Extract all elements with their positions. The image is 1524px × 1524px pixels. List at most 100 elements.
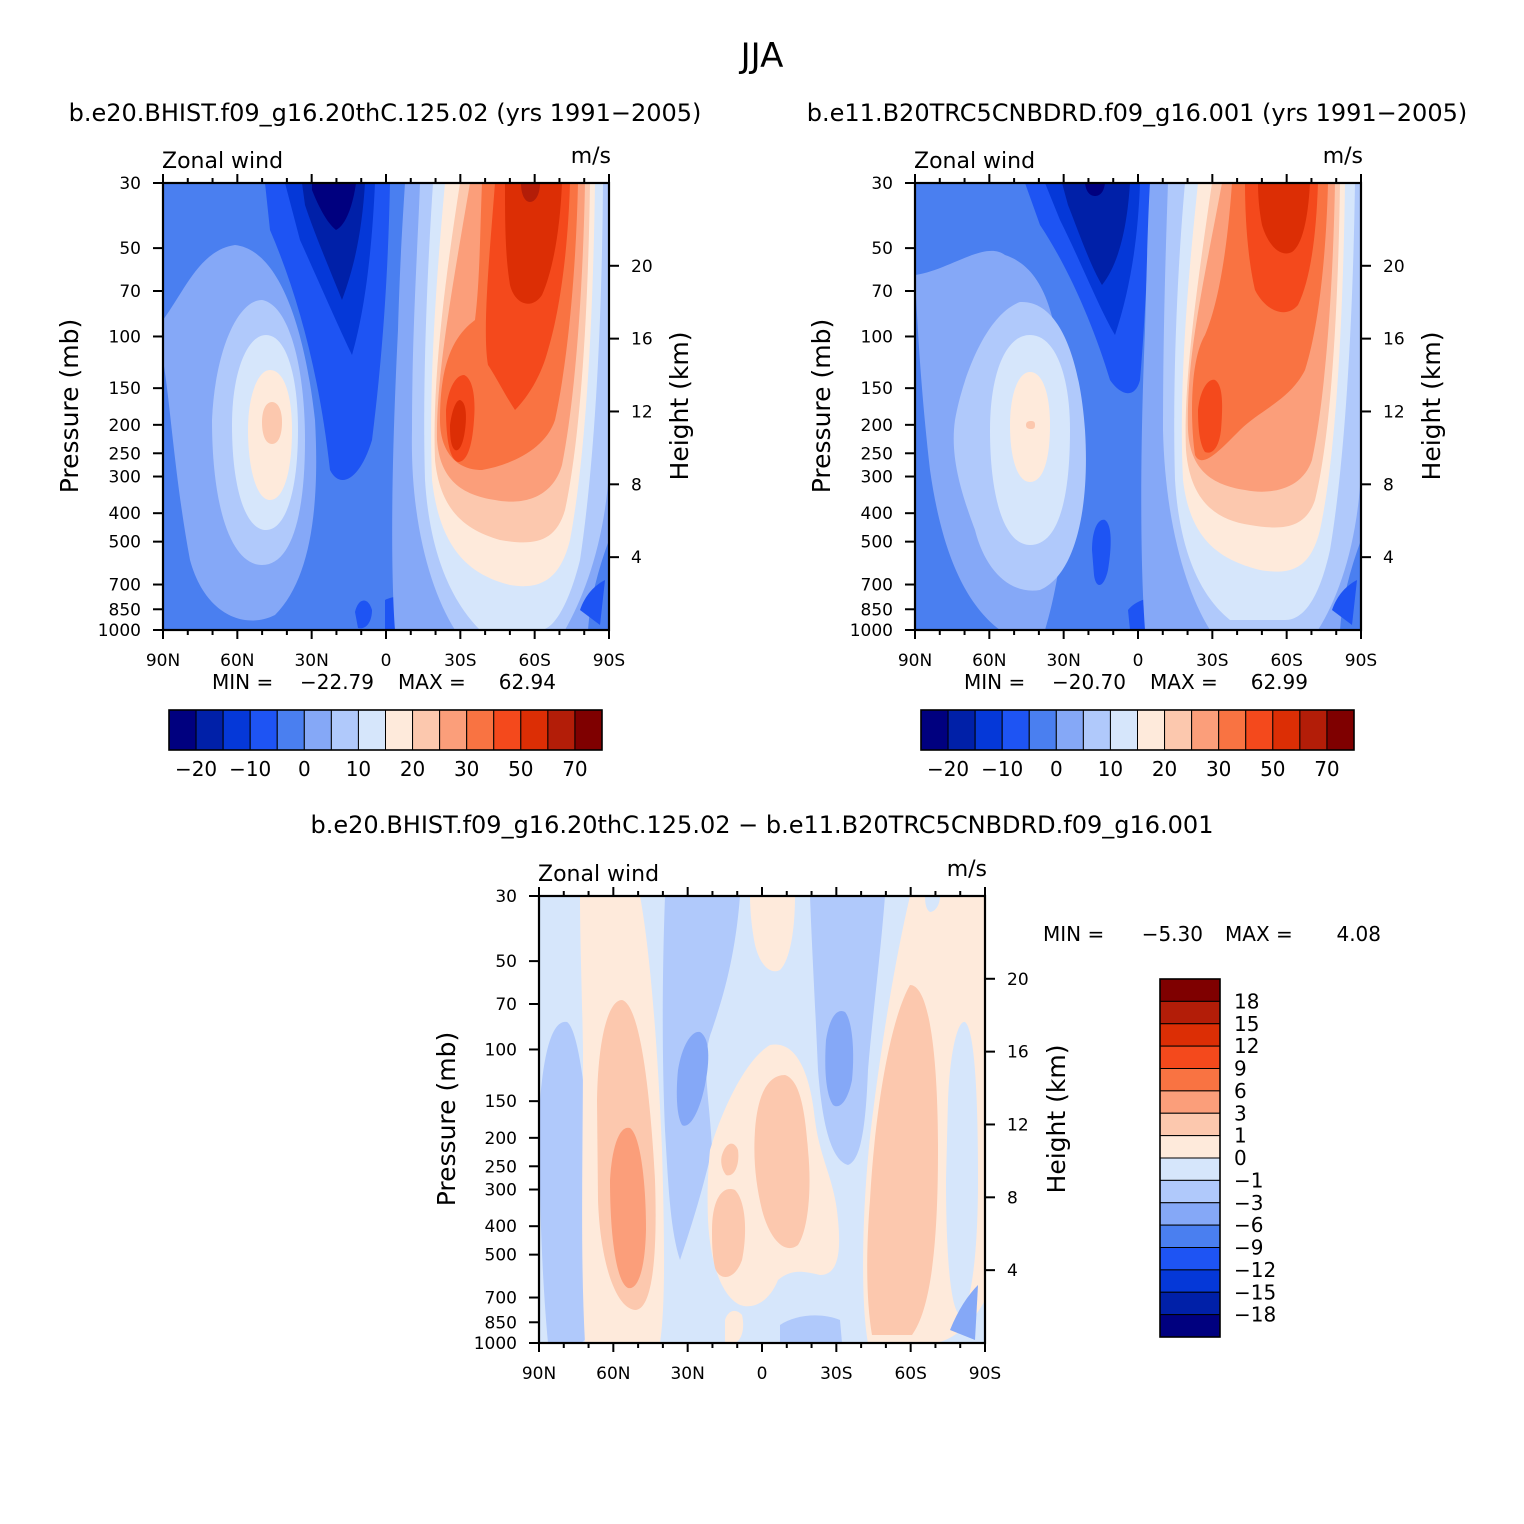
y-tick-label: 850 <box>485 1313 517 1333</box>
y-tick-label: 300 <box>109 468 141 488</box>
contour-fill <box>825 1010 854 1107</box>
contour-fill <box>950 1285 978 1340</box>
colorbar-box <box>1159 1112 1221 1137</box>
y-tick-label: 150 <box>485 1092 517 1112</box>
colorbar-box <box>1191 709 1220 751</box>
colorbar-box <box>412 709 441 751</box>
panel-2-ylabel-right: Height (km) <box>1417 332 1446 481</box>
y-tick-label: 400 <box>861 504 893 524</box>
colorbar-box <box>1272 709 1301 751</box>
colorbar-box <box>1109 709 1138 751</box>
colorbar-label: −20 <box>175 757 217 781</box>
colorbar-box <box>1159 1247 1221 1271</box>
y-tick-label: 500 <box>109 533 141 553</box>
y-tick-label: 70 <box>119 282 141 302</box>
colorbar-box <box>249 709 278 751</box>
colorbar-label: −20 <box>927 757 969 781</box>
x-tick-label: 60S <box>894 1364 926 1384</box>
y-tick-label: 850 <box>109 600 141 620</box>
colorbar-box <box>439 709 468 751</box>
colorbar-label: 12 <box>1234 1034 1259 1058</box>
y-tick-label: 250 <box>861 444 893 464</box>
x-tick-label: 90S <box>593 651 625 671</box>
colorbar-box <box>1159 1179 1221 1204</box>
contour-fill <box>750 896 795 972</box>
x-tick-label: 90N <box>146 651 180 671</box>
colorbar-box <box>1159 1045 1221 1069</box>
figure-title: JJA <box>739 36 784 76</box>
panel-1: b.e20.BHIST.f09_g16.20thC.125.02 (yrs 19… <box>55 99 701 781</box>
y-tick-label: 300 <box>861 468 893 488</box>
colorbar-box <box>1164 709 1193 751</box>
contour-fill <box>925 896 940 912</box>
y-tick-label: 200 <box>485 1129 517 1149</box>
y-tick-label: 30 <box>495 887 517 907</box>
colorbar-box <box>974 709 1003 751</box>
y-tick-label: 50 <box>119 239 141 259</box>
panel-1-colorbar: −20 −10 0 10 20 30 50 70 <box>168 709 603 781</box>
colorbar-box <box>303 709 332 751</box>
y-right-tick-label: 16 <box>1007 1043 1029 1063</box>
colorbar-box <box>1028 709 1057 751</box>
contour-fill <box>1092 519 1111 586</box>
colorbar-label: 20 <box>400 757 425 781</box>
x-tick-label: 0 <box>757 1364 768 1384</box>
colorbar-label: 0 <box>298 757 311 781</box>
x-tick-label: 30S <box>820 1364 852 1384</box>
colorbar-box <box>1159 1291 1221 1316</box>
contour-fill <box>450 400 466 451</box>
colorbar-label: −3 <box>1234 1191 1263 1215</box>
colorbar-box <box>466 709 495 751</box>
contour-fill <box>1085 183 1105 196</box>
contour-fill <box>262 402 282 444</box>
colorbar-box <box>1159 1202 1221 1226</box>
colorbar-box <box>520 709 549 751</box>
panel-2-max-value: 62.99 <box>1251 670 1308 694</box>
colorbar-box <box>920 709 949 751</box>
y-tick-label: 500 <box>485 1246 517 1266</box>
colorbar-label: 0 <box>1050 757 1063 781</box>
colorbar-box <box>1159 978 1221 1002</box>
colorbar-box <box>1218 709 1247 751</box>
x-tick-label: 30N <box>294 651 328 671</box>
colorbar-label: −10 <box>229 757 271 781</box>
contour-fill <box>1062 183 1130 285</box>
x-tick-label: 60N <box>596 1364 630 1384</box>
y-tick-label: 70 <box>871 282 893 302</box>
y-right-tick-label: 8 <box>1383 475 1394 495</box>
contour-fill <box>312 183 356 230</box>
panel-2-title: b.e11.B20TRC5CNBDRD.f09_g16.001 (yrs 199… <box>807 99 1467 127</box>
panel-1-units: m/s <box>571 144 611 169</box>
colorbar-box <box>1082 709 1111 751</box>
colorbar-label: −15 <box>1234 1280 1276 1304</box>
colorbar-label: 10 <box>346 757 371 781</box>
y-tick-label: 700 <box>109 576 141 596</box>
contour-fill <box>521 183 540 202</box>
colorbar-box <box>1055 709 1084 751</box>
x-tick-label: 60N <box>972 651 1006 671</box>
colorbar-box <box>1159 1000 1221 1025</box>
panel-2-axes: 90N 60N 30N 0 30S 60S 90S 30 50 70 100 150 200 250 300… <box>850 174 1405 671</box>
panel-2-min-label: MIN = <box>964 670 1025 694</box>
colorbar-box <box>1159 1090 1221 1114</box>
y-tick-label: 30 <box>119 174 141 194</box>
colorbar-box <box>574 709 603 751</box>
colorbar-box <box>1159 1224 1221 1248</box>
y-right-tick-label: 12 <box>631 402 653 422</box>
contour-fill <box>725 1310 744 1343</box>
colorbar-box <box>168 709 197 751</box>
y-tick-label: 1000 <box>474 1334 517 1354</box>
colorbar-box <box>1159 1135 1221 1159</box>
panel-1-contours <box>163 183 609 630</box>
colorbar-frame <box>168 709 603 751</box>
y-tick-label: 70 <box>495 995 517 1015</box>
panel-1-field-name: Zonal wind <box>162 149 283 174</box>
y-right-tick-label: 12 <box>1383 402 1405 422</box>
panel-2-ylabel: Pressure (mb) <box>807 319 836 493</box>
colorbar-label: 10 <box>1098 757 1123 781</box>
panel-1-ylabel-right: Height (km) <box>665 332 694 481</box>
y-tick-label: 100 <box>485 1040 517 1060</box>
colorbar-label: 70 <box>1314 757 1339 781</box>
colorbar-box <box>493 709 522 751</box>
